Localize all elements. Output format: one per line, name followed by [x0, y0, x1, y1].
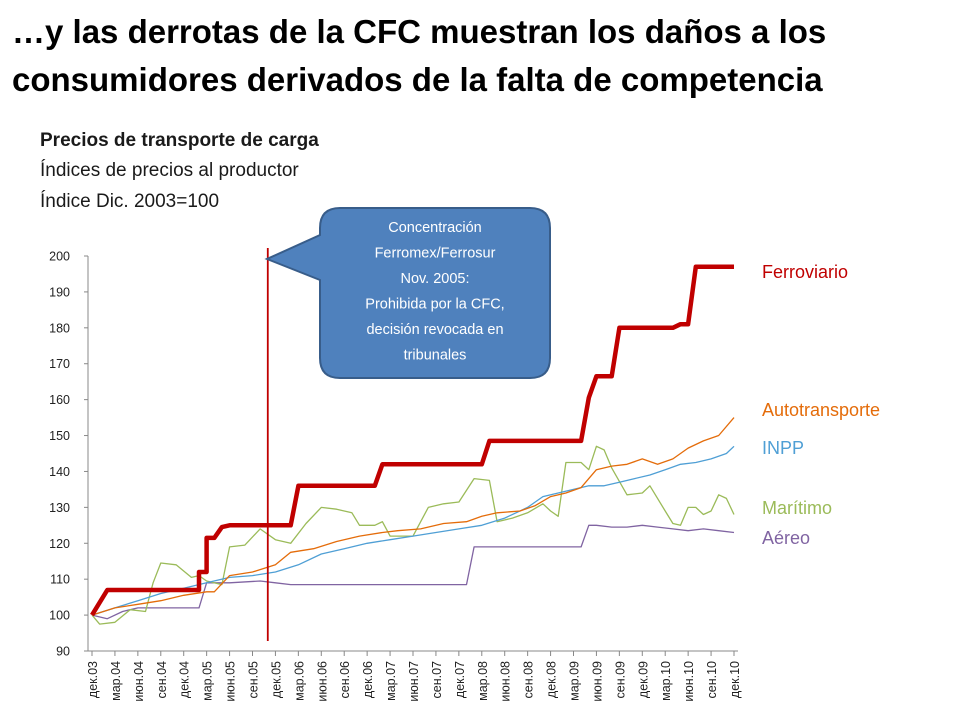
series-line-ferroviario: [90, 264, 734, 617]
series-line-maritimo: [91, 445, 735, 625]
x-tick-label: дек.10: [728, 661, 742, 698]
legend-label-inpp: INPP: [762, 438, 804, 458]
x-tick-label: дек.05: [269, 661, 283, 698]
y-tick-label: 170: [49, 357, 70, 371]
x-tick-label: мар.06: [292, 661, 306, 701]
slide-title: …y las derrotas de la CFC muestran los d…: [12, 13, 827, 98]
y-tick-label: 190: [49, 285, 70, 299]
callout-text-line: Nov. 2005:: [400, 271, 469, 287]
x-tick-label: дек.06: [361, 661, 375, 698]
x-tick-label: сен.10: [705, 661, 719, 699]
x-tick-label: дек.08: [545, 661, 559, 698]
x-tick-label: дек.07: [453, 661, 467, 698]
series-line-inpp: [91, 445, 735, 616]
x-tick-label: июн.07: [407, 661, 421, 702]
x-tick-label: июн.06: [315, 661, 329, 702]
x-tick-label: дек.09: [636, 661, 650, 698]
legend-label-maritimo: Marítimo: [762, 498, 832, 518]
x-tick-label: мар.07: [384, 661, 398, 701]
chart-subtitle-index-type: Índices de precios al productor: [40, 160, 299, 181]
y-tick-label: 90: [56, 645, 70, 659]
legend-label-aereo: Aéreo: [762, 528, 810, 548]
callout-text-line: tribunales: [404, 348, 467, 364]
x-tick-label: мар.04: [109, 661, 123, 701]
x-tick-label: мар.08: [476, 661, 490, 701]
x-tick-label: июн.09: [590, 661, 604, 702]
x-tick-label: сен.08: [522, 661, 536, 699]
y-tick-label: 100: [49, 609, 70, 623]
x-tick-label: июн.08: [499, 661, 513, 702]
x-tick-label: мар.09: [568, 661, 582, 701]
callout-text-line: decisión revocada en: [366, 322, 503, 338]
callout-bubble: [264, 207, 551, 379]
chart-subtitle-base: Índice Dic. 2003=100: [40, 191, 220, 212]
chart-subtitle-main: Precios de transporte de carga: [40, 130, 319, 151]
y-tick-label: 120: [49, 537, 70, 551]
legend-label-ferroviario: Ferroviario: [762, 262, 848, 282]
x-tick-label: дек.03: [86, 661, 100, 698]
callout-text-line: Concentración: [388, 220, 482, 236]
y-tick-label: 130: [49, 501, 70, 515]
x-tick-label: дек.04: [178, 661, 192, 698]
y-tick-label: 150: [49, 429, 70, 443]
legend-label-autotransporte: Autotransporte: [762, 400, 880, 420]
x-tick-label: мар.05: [201, 661, 215, 701]
y-tick-label: 140: [49, 465, 70, 479]
series-line-aereo: [91, 524, 735, 620]
x-tick-label: сен.04: [155, 661, 169, 699]
y-tick-label: 180: [49, 321, 70, 335]
y-tick-label: 200: [49, 250, 70, 264]
callout-text-line: Prohibida por la CFC,: [365, 297, 504, 313]
x-tick-label: июн.10: [682, 661, 696, 702]
x-tick-label: сен.07: [430, 661, 444, 699]
x-tick-label: июн.04: [132, 661, 146, 702]
x-tick-label: сен.05: [247, 661, 261, 699]
x-tick-label: сен.06: [338, 661, 352, 699]
callout-text-line: Ferromex/Ferrosur: [375, 246, 496, 262]
x-tick-label: сен.09: [613, 661, 627, 699]
y-tick-label: 160: [49, 393, 70, 407]
series-line-autotransporte: [91, 417, 735, 616]
y-tick-label: 110: [50, 573, 70, 587]
x-tick-label: июн.05: [224, 661, 238, 702]
x-tick-label: мар.10: [659, 661, 673, 701]
